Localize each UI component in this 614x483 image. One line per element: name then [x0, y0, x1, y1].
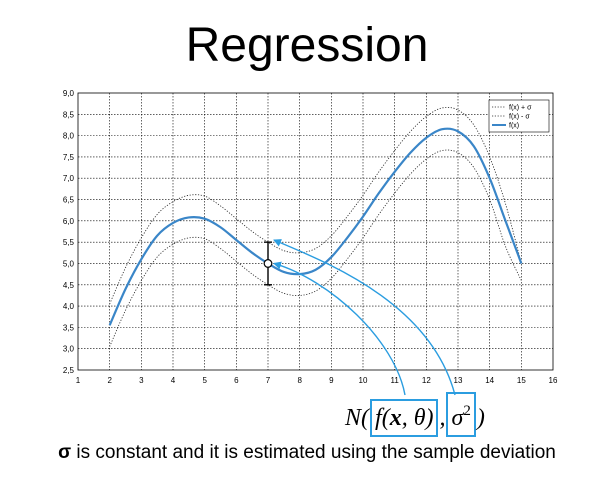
y-tick-label: 9,0 [63, 89, 75, 98]
y-tick-label: 5,0 [63, 259, 75, 268]
y-tick-label: 8,0 [63, 132, 75, 141]
x-tick-label: 2 [107, 376, 112, 385]
x-tick-label: 9 [329, 376, 334, 385]
x-tick-label: 14 [485, 376, 494, 385]
formula-paren-close: ) [425, 405, 434, 431]
formula-close-paren: ) [476, 405, 485, 431]
x-tick-label: 16 [549, 376, 558, 385]
formula-sigma: σ [451, 405, 464, 431]
legend: f(x) + σ f(x) - σ f(x) [488, 99, 550, 133]
y-tick-label: 4,0 [63, 302, 75, 311]
distribution-formula: N(f(x, θ), σ2) [345, 392, 485, 437]
variance-term-box: σ2 [446, 392, 476, 437]
x-tick-label: 7 [266, 376, 271, 385]
plot-frame [77, 92, 554, 371]
x-tick-label: 4 [171, 376, 176, 385]
x-tick-label: 12 [422, 376, 431, 385]
mean-arrow [273, 261, 406, 396]
formula-x: x [389, 405, 402, 431]
y-tick-label: 7,5 [63, 153, 75, 162]
grid-layer [77, 92, 554, 371]
series-layer [108, 106, 523, 347]
formula-theta: θ [413, 405, 426, 431]
formula-comma: , [439, 405, 446, 431]
x-tick-label: 5 [202, 376, 207, 385]
y-tick-label: 3,0 [63, 345, 75, 354]
legend-label: f(x) + σ [509, 105, 532, 112]
arrow-layer [273, 239, 456, 396]
slide-title: Regression [185, 19, 429, 72]
y-tick-label: 4,5 [63, 281, 75, 290]
formula-n: N [345, 405, 362, 431]
x-tick-label: 3 [139, 376, 144, 385]
band-curve-1 [109, 149, 522, 347]
x-tick-label: 15 [517, 376, 526, 385]
legend-box [488, 99, 550, 133]
formula-f: f [375, 405, 382, 431]
formula-inner-comma: , [401, 405, 414, 431]
y-tick-label: 2,5 [63, 366, 75, 375]
x-tick-label: 8 [297, 376, 302, 385]
y-tick-label: 5,5 [63, 238, 75, 247]
x-tick-label: 10 [359, 376, 368, 385]
caption-text: is constant and it is estimated using th… [71, 442, 556, 463]
variance-arrow [273, 239, 456, 396]
highlight-point-layer [263, 241, 273, 286]
x-tick-label: 6 [234, 376, 239, 385]
y-tick-label: 7,0 [63, 174, 75, 183]
y-tick-label: 3,5 [63, 323, 75, 332]
x-tick-label: 13 [454, 376, 463, 385]
y-tick-label: 6,5 [63, 196, 75, 205]
band-curve-0 [109, 106, 522, 305]
x-tick-label: 1 [76, 376, 81, 385]
mean-curve [108, 127, 523, 326]
y-tick-label: 8,5 [63, 110, 75, 119]
mean-term-box: f(x, θ) [370, 399, 439, 437]
legend-label: f(x) - σ [509, 114, 530, 121]
sample-point [263, 259, 273, 268]
y-tick-label: 6,0 [63, 217, 75, 226]
caption-sigma: σ [58, 442, 72, 463]
formula-open-paren: ( [361, 405, 370, 431]
formula-exponent: 2 [463, 403, 471, 419]
caption: σ is constant and it is estimated using … [0, 441, 614, 465]
tick-labels: 1 2 3 4 5 6 7 8 9 10 11 12 13 14 15 162,53,03,54,04,55,… [63, 89, 558, 385]
x-tick-label: 11 [391, 376, 400, 385]
formula-paren-open: ( [381, 405, 390, 431]
legend-label: f(x) [509, 123, 519, 130]
